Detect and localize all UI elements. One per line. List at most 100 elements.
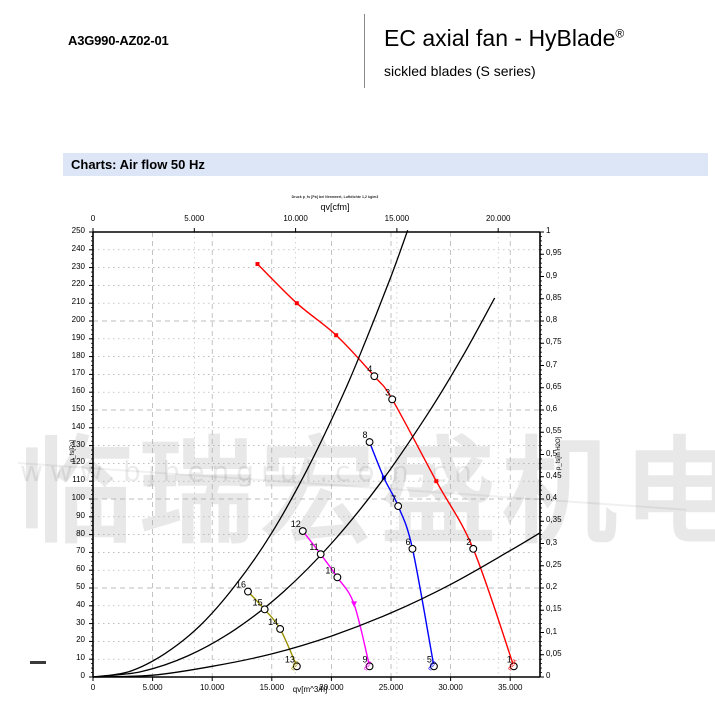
operating-point-marker-14[interactable] — [276, 624, 285, 633]
operating-point-label-8: 8 — [363, 430, 368, 440]
operating-point-marker-9[interactable] — [365, 662, 374, 671]
y-tick-label: 90 — [76, 510, 85, 520]
y2-tick-label: 0,95 — [546, 248, 562, 258]
operating-point-marker-15[interactable] — [260, 605, 269, 614]
y2-tick-label: 0,15 — [546, 604, 562, 614]
chart-marker-speed-curve-100pct — [255, 262, 260, 267]
airflow-chart: Druck p_fs [Pa] bei Nennwert, Luftdichte… — [0, 190, 600, 700]
y2-tick-label: 0,35 — [546, 515, 562, 525]
y-tick-label: 110 — [72, 475, 85, 485]
y2-tick-label: 0,1 — [546, 626, 558, 636]
y2-tick-label: 0,7 — [546, 359, 558, 369]
y2-tick-label: 0,85 — [546, 292, 562, 302]
section-banner: Charts: Air flow 50 Hz — [63, 153, 708, 176]
y-tick-label: 10 — [76, 653, 85, 663]
y2-tick-label: 0,5 — [546, 448, 558, 458]
operating-point-marker-16[interactable] — [244, 587, 252, 596]
chart-top-axis-label: qv[cfm] — [320, 202, 350, 212]
chart-x-axis-label: qv[m^3/h] — [292, 685, 328, 694]
y-tick-label: 50 — [76, 582, 85, 591]
y-tick-label: 40 — [76, 599, 85, 609]
y-tick-label: 60 — [76, 564, 85, 574]
x-tick-label: 30.000 — [438, 683, 463, 692]
x-tick-label: 35.000 — [497, 683, 523, 692]
operating-point-marker-8[interactable] — [365, 438, 374, 446]
chart-marker-speed-curve-100pct — [434, 479, 439, 484]
operating-point-label-6: 6 — [405, 537, 410, 547]
x-tick-label: 15.000 — [259, 683, 285, 692]
chart-series-system-curve-middle — [92, 297, 496, 678]
operating-point-marker-2[interactable] — [469, 544, 478, 553]
operating-point-marker-4[interactable] — [370, 372, 379, 381]
y-tick-label: 80 — [76, 528, 85, 538]
y2-tick-label: 0,05 — [546, 648, 562, 658]
product-subtitle: sickled blades (S series) — [384, 63, 536, 79]
operating-point-label-7: 7 — [391, 494, 396, 504]
operating-point-marker-6[interactable] — [408, 544, 417, 553]
operating-point-marker-13[interactable] — [292, 662, 301, 671]
operating-point-marker-11[interactable] — [316, 550, 325, 559]
chart-micro-title: Druck p_fs [Pa] bei Nennwert, Luftdichte… — [291, 195, 379, 199]
chart-marker-speed-curve-100pct — [294, 301, 299, 306]
chart-marker-speed-curve-100pct — [334, 333, 339, 338]
x2-tick-label: 0 — [90, 214, 96, 223]
y2-tick-label: 0,3 — [546, 537, 558, 547]
y2-tick-label: 0,25 — [546, 559, 562, 569]
operating-point-label-12: 12 — [291, 519, 301, 529]
operating-point-marker-10[interactable] — [333, 573, 342, 582]
chart-series-system-curve-lower — [92, 532, 541, 678]
chart-marker-speed-curve-55pct — [351, 601, 358, 608]
operating-point-label-5: 5 — [427, 654, 432, 664]
operating-point-marker-5[interactable] — [429, 662, 438, 671]
operating-point-marker-7[interactable] — [394, 502, 403, 511]
y2-tick-label: 0,8 — [546, 315, 558, 324]
x-tick-label: 0 — [90, 683, 96, 692]
operating-point-label-11: 11 — [309, 542, 318, 552]
x-tick-label: 25.000 — [378, 683, 404, 692]
y-tick-label: 100 — [71, 493, 85, 502]
y-tick-label: 220 — [71, 279, 85, 289]
operating-point-label-16: 16 — [236, 580, 246, 590]
y-tick-label: 150 — [71, 404, 85, 413]
y-tick-label: 210 — [71, 297, 85, 307]
y-tick-label: 230 — [71, 261, 85, 271]
operating-point-label-13: 13 — [285, 654, 295, 664]
y2-tick-label: 0,9 — [546, 270, 558, 280]
operating-point-label-1: 1 — [507, 654, 512, 664]
page-title: EC axial fan - HyBlade® — [384, 25, 624, 52]
y-tick-label: 20 — [76, 635, 85, 645]
y-tick-label: 0 — [80, 671, 85, 680]
page-header: A3G990-AZ02-01 EC axial fan - HyBlade® s… — [0, 0, 715, 120]
point-side-label: min — [290, 659, 301, 672]
operating-point-marker-3[interactable] — [388, 395, 397, 404]
chart-series-system-curve-upper — [92, 229, 409, 678]
operating-point-marker-1[interactable] — [509, 662, 518, 671]
y-tick-label: 140 — [71, 421, 85, 431]
y-tick-label: 30 — [76, 617, 85, 627]
y2-tick-label: 0 — [546, 671, 551, 680]
section-banner-label: Charts: Air flow 50 Hz — [71, 157, 205, 172]
model-number: A3G990-AZ02-01 — [68, 33, 169, 48]
x2-tick-label: 5.000 — [184, 214, 205, 223]
y-tick-label: 170 — [71, 368, 85, 378]
operating-point-marker-12[interactable] — [298, 527, 307, 535]
registered-trademark-icon: ® — [615, 26, 625, 41]
margin-dash-mark — [30, 661, 46, 664]
y-tick-label: 120 — [71, 457, 85, 467]
header-divider — [364, 14, 365, 88]
y2-tick-label: 1 — [546, 226, 551, 235]
y2-tick-label: 0,4 — [546, 493, 558, 502]
point-side-label: min — [427, 659, 438, 672]
product-title-text: EC axial fan - HyBlade — [384, 25, 616, 51]
x-tick-label: 10.000 — [199, 683, 225, 692]
y2-tick-label: 0,45 — [546, 470, 562, 480]
x-tick-label: 5.000 — [142, 683, 163, 692]
x2-tick-label: 20.000 — [485, 214, 511, 223]
y2-tick-label: 0,6 — [546, 404, 558, 413]
y-tick-label: 70 — [76, 546, 85, 556]
point-side-label: min — [362, 659, 373, 672]
y2-tick-label: 0,2 — [546, 582, 558, 591]
y2-tick-label: 0,55 — [546, 426, 562, 436]
y-tick-label: 130 — [71, 439, 85, 449]
